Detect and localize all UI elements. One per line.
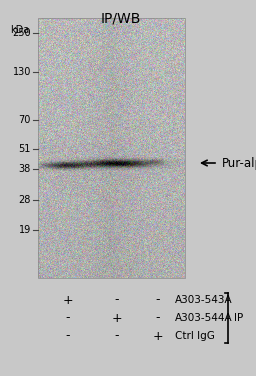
Text: 70: 70 [19,115,31,125]
Text: IP/WB: IP/WB [100,12,141,26]
Text: 250: 250 [12,28,31,38]
Text: A303-544A: A303-544A [175,313,233,323]
Text: -: - [156,311,160,324]
Text: +: + [63,294,73,306]
Text: kDa: kDa [10,25,29,35]
Text: +: + [112,311,122,324]
Text: 130: 130 [13,67,31,77]
Bar [38,18,185,278]
Text: Ctrl IgG: Ctrl IgG [175,331,215,341]
Text: +: + [153,329,163,343]
Text: -: - [115,329,119,343]
Text: -: - [156,294,160,306]
Text: 28: 28 [19,195,31,205]
Text: 19: 19 [19,225,31,235]
Text: IP: IP [234,313,243,323]
Text: A303-543A: A303-543A [175,295,233,305]
Text: -: - [66,311,70,324]
Text: 38: 38 [19,164,31,174]
Text: -: - [115,294,119,306]
Text: 51: 51 [19,144,31,154]
Text: -: - [66,329,70,343]
Text: Pur-alpha: Pur-alpha [222,156,256,170]
